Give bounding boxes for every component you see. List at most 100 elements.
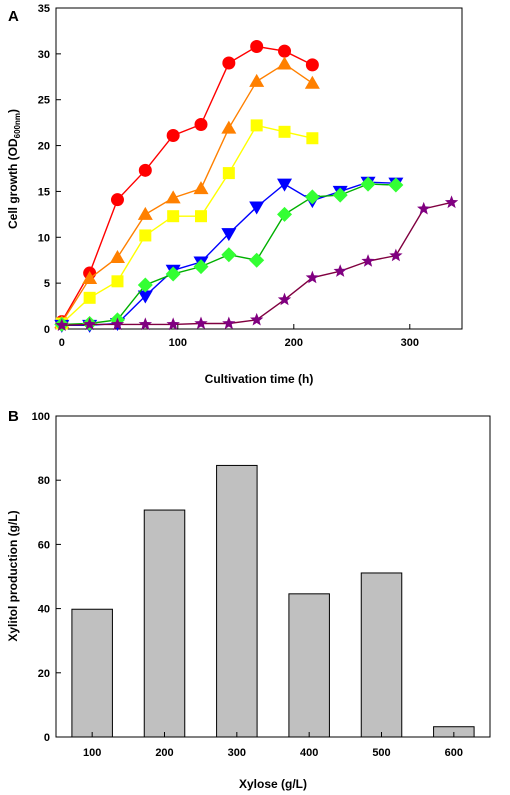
diamond-marker xyxy=(249,252,265,268)
star-marker xyxy=(194,316,208,330)
panel-b-x-axis: 100 200 300 400 500 600 xyxy=(83,732,463,759)
y-tick-label: 5 xyxy=(44,278,50,290)
circle-marker xyxy=(194,117,208,131)
series-5 xyxy=(54,176,404,332)
diamond-marker xyxy=(193,259,209,275)
square-marker xyxy=(83,291,96,304)
diamond-marker xyxy=(304,189,320,205)
x-tick-label: 500 xyxy=(372,747,390,759)
square-marker xyxy=(167,210,180,223)
triangle-up-marker xyxy=(221,120,237,134)
star-marker xyxy=(222,316,236,330)
diamond-marker xyxy=(221,247,237,263)
y-tick-label: 40 xyxy=(38,604,50,616)
panel-a-frame xyxy=(55,7,463,330)
star-marker xyxy=(110,317,125,331)
star-marker xyxy=(82,317,97,331)
star-marker xyxy=(333,264,347,277)
panel-a-y-axis-title: Cell growth (OD600nm) xyxy=(6,109,22,229)
panel-a-x-axis: 0 100 200 300 xyxy=(59,324,419,349)
star-marker xyxy=(166,317,180,331)
star-marker xyxy=(277,292,292,306)
x-tick-label: 0 xyxy=(59,337,65,349)
star-marker xyxy=(55,318,69,331)
panel-a-letter: A xyxy=(8,8,19,25)
star-marker xyxy=(389,248,403,262)
x-tick-label: 400 xyxy=(300,747,318,759)
square-marker xyxy=(306,132,319,145)
triangle-up-marker xyxy=(193,181,209,195)
star-marker xyxy=(361,254,375,267)
y-tick-label: 20 xyxy=(38,668,50,680)
series-line xyxy=(61,45,313,323)
triangle-down-marker xyxy=(137,290,153,304)
bar-500 xyxy=(360,572,403,738)
square-marker xyxy=(195,210,207,223)
y-tick-label: 30 xyxy=(38,49,50,61)
x-tick-label: 300 xyxy=(228,747,246,759)
bar-200 xyxy=(143,509,186,738)
star-marker xyxy=(417,201,431,215)
panel-b-letter: B xyxy=(8,408,19,425)
series-1 xyxy=(55,40,319,329)
series-6 xyxy=(55,195,459,331)
y-tick-label: 0 xyxy=(44,324,50,336)
bar-100 xyxy=(71,608,113,738)
diamond-marker xyxy=(277,206,293,222)
series-line xyxy=(61,63,313,323)
y-tick-label: 0 xyxy=(44,732,50,744)
panel-a-x-axis-title: Cultivation time (h) xyxy=(205,372,314,386)
triangle-up-marker xyxy=(165,190,181,204)
bar-400 xyxy=(288,593,330,738)
circle-marker xyxy=(222,56,236,70)
panel-a-plot-area xyxy=(54,40,459,333)
triangle-down-marker xyxy=(221,228,237,242)
x-tick-label: 200 xyxy=(285,337,303,349)
circle-marker xyxy=(278,44,292,58)
diamond-marker xyxy=(360,176,376,192)
y-tick-label: 60 xyxy=(38,539,50,551)
panel-a-y-axis: 0 5 10 15 20 25 30 35 xyxy=(38,3,61,336)
star-marker xyxy=(138,317,152,331)
y-tick-label: 15 xyxy=(38,186,50,198)
panel-b-x-axis-title: Xylose (g/L) xyxy=(239,777,307,791)
star-marker xyxy=(305,270,320,284)
square-marker xyxy=(250,119,263,132)
triangle-up-marker xyxy=(137,206,153,220)
diamond-marker xyxy=(388,177,404,193)
circle-marker xyxy=(250,40,264,54)
diamond-marker xyxy=(137,277,153,293)
y-tick-label: 25 xyxy=(38,95,50,107)
circle-marker xyxy=(110,193,124,207)
diamond-marker xyxy=(332,187,348,203)
panel-b-y-axis: 0 20 40 60 80 100 xyxy=(32,411,61,744)
y-tick-label: 10 xyxy=(38,232,50,244)
triangle-up-marker xyxy=(82,271,98,285)
circle-marker xyxy=(305,58,319,72)
square-marker xyxy=(222,167,235,180)
x-tick-label: 200 xyxy=(155,747,173,759)
series-2 xyxy=(54,56,320,329)
panel-b-plot-area xyxy=(71,464,475,738)
x-tick-label: 300 xyxy=(401,337,419,349)
y-tick-label: 100 xyxy=(32,411,50,423)
x-tick-label: 600 xyxy=(445,747,463,759)
panel-b-frame xyxy=(55,415,491,738)
panel-b-y-axis-title: Xylitol production (g/L) xyxy=(6,510,20,641)
triangle-down-marker xyxy=(249,201,265,215)
star-marker xyxy=(444,195,459,209)
bar-300 xyxy=(216,464,258,738)
panel-a-chart: A 0 5 10 15 20 25 30 35 0 100 200 300 Cultivation … xyxy=(6,3,463,386)
triangle-up-marker xyxy=(277,56,293,70)
y-tick-label: 80 xyxy=(38,475,50,487)
circle-marker xyxy=(166,128,180,142)
diamond-marker xyxy=(165,266,181,282)
series-line xyxy=(61,124,313,325)
square-marker xyxy=(111,275,124,288)
panel-b-chart: B 0 20 40 60 80 100 100 200 300 400 500 600 Xylose… xyxy=(6,408,491,791)
triangle-down-marker xyxy=(277,178,293,192)
y-tick-label: 20 xyxy=(38,141,50,153)
x-tick-label: 100 xyxy=(83,747,101,759)
square-marker xyxy=(139,229,152,242)
